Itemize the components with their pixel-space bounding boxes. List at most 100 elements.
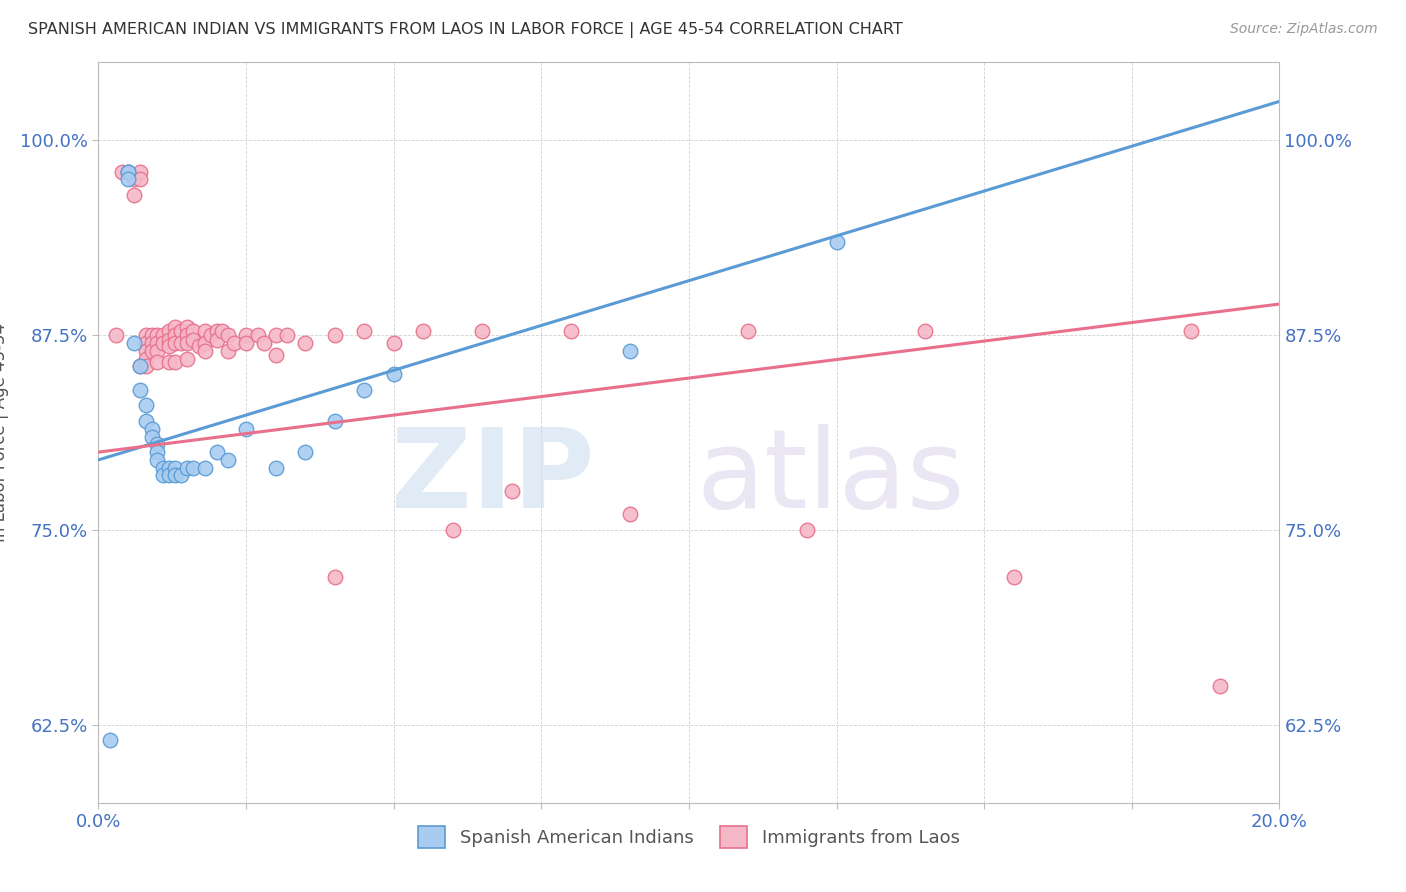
Point	[111, 164, 134, 178]
Point	[135, 328, 157, 343]
Point	[176, 336, 198, 351]
Point	[382, 367, 405, 381]
Point	[117, 164, 139, 178]
Point	[128, 383, 150, 397]
Text: atlas: atlas	[696, 424, 965, 531]
Point	[117, 164, 139, 178]
Point	[825, 235, 848, 249]
Point	[619, 508, 641, 522]
Point	[501, 484, 523, 499]
Point	[122, 336, 145, 351]
Point	[176, 320, 198, 334]
Point	[205, 333, 228, 347]
Point	[146, 453, 169, 467]
Point	[146, 328, 169, 343]
Point	[1180, 324, 1202, 338]
Point	[217, 453, 239, 467]
Point	[176, 328, 198, 343]
Point	[276, 328, 298, 343]
Point	[157, 339, 180, 353]
Point	[165, 354, 187, 368]
Point	[211, 324, 233, 338]
Point	[205, 445, 228, 459]
Legend: Spanish American Indians, Immigrants from Laos: Spanish American Indians, Immigrants fro…	[409, 816, 969, 856]
Point	[217, 343, 239, 358]
Y-axis label: In Labor Force | Age 45-54: In Labor Force | Age 45-54	[0, 323, 8, 542]
Point	[170, 324, 193, 338]
Point	[128, 359, 150, 374]
Point	[141, 343, 163, 358]
Point	[253, 336, 276, 351]
Point	[1002, 570, 1025, 584]
Point	[165, 336, 187, 351]
Point	[122, 172, 145, 186]
Point	[200, 328, 222, 343]
Point	[194, 343, 217, 358]
Point	[205, 324, 228, 338]
Point	[264, 328, 287, 343]
Point	[152, 468, 174, 483]
Point	[141, 422, 163, 436]
Point	[264, 349, 287, 363]
Point	[619, 343, 641, 358]
Point	[294, 445, 316, 459]
Point	[157, 354, 180, 368]
Point	[194, 460, 217, 475]
Point	[294, 336, 316, 351]
Point	[141, 336, 163, 351]
Point	[471, 324, 494, 338]
Point	[135, 414, 157, 428]
Point	[152, 336, 174, 351]
Text: SPANISH AMERICAN INDIAN VS IMMIGRANTS FROM LAOS IN LABOR FORCE | AGE 45-54 CORRE: SPANISH AMERICAN INDIAN VS IMMIGRANTS FR…	[28, 22, 903, 38]
Point	[181, 324, 204, 338]
Point	[146, 445, 169, 459]
Point	[165, 468, 187, 483]
Point	[157, 333, 180, 347]
Point	[152, 460, 174, 475]
Point	[176, 351, 198, 366]
Point	[105, 328, 128, 343]
Point	[1209, 679, 1232, 693]
Point	[176, 460, 198, 475]
Point	[135, 398, 157, 412]
Point	[224, 336, 246, 351]
Point	[122, 188, 145, 202]
Point	[117, 164, 139, 178]
Point	[157, 460, 180, 475]
Point	[323, 570, 346, 584]
Point	[353, 383, 375, 397]
Point	[135, 359, 157, 374]
Point	[128, 164, 150, 178]
Point	[323, 414, 346, 428]
Point	[146, 354, 169, 368]
Point	[235, 336, 257, 351]
Point	[146, 336, 169, 351]
Point	[141, 328, 163, 343]
Point	[737, 324, 759, 338]
Point	[146, 437, 169, 451]
Point	[165, 320, 187, 334]
Point	[412, 324, 434, 338]
Point	[264, 460, 287, 475]
Point	[152, 328, 174, 343]
Point	[914, 324, 936, 338]
Point	[157, 468, 180, 483]
Point	[170, 336, 193, 351]
Point	[157, 324, 180, 338]
Point	[135, 343, 157, 358]
Point	[187, 339, 209, 353]
Point	[441, 523, 464, 537]
Point	[141, 429, 163, 443]
Point	[235, 422, 257, 436]
Point	[217, 328, 239, 343]
Point	[353, 324, 375, 338]
Point	[246, 328, 269, 343]
Point	[194, 324, 217, 338]
Point	[128, 172, 150, 186]
Point	[194, 336, 217, 351]
Point	[128, 359, 150, 374]
Point	[560, 324, 582, 338]
Point	[181, 333, 204, 347]
Point	[181, 460, 204, 475]
Point	[146, 343, 169, 358]
